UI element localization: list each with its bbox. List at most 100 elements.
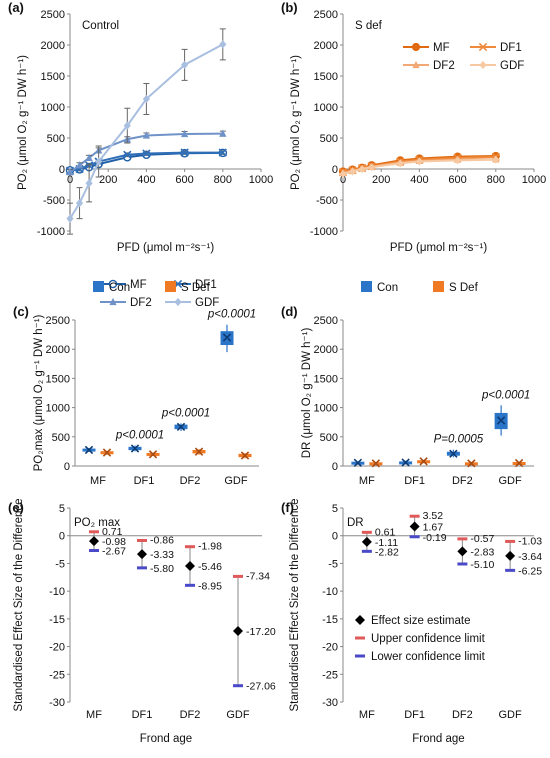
- lower-limit-mark: [361, 549, 372, 553]
- upper-value-label: -7.34: [246, 570, 270, 582]
- estimate-value-label: -3.64: [518, 551, 542, 563]
- legend-marker: [109, 297, 117, 306]
- y-tick-label: 0: [332, 461, 338, 473]
- y-tick-label: 1000: [314, 403, 338, 415]
- x-tick-label: MF: [86, 709, 102, 721]
- y-tick-label: 2500: [46, 315, 70, 327]
- y-tick-label: 2000: [314, 344, 338, 356]
- upper-limit-mark: [505, 539, 516, 543]
- lower-value-label: -5.80: [150, 563, 174, 575]
- legend-label: S Def: [449, 282, 479, 294]
- y-tick-label: -10: [322, 586, 338, 598]
- upper-limit-mark: [233, 574, 243, 578]
- data-point: [219, 40, 227, 49]
- significance-label: p<0.0001: [481, 389, 530, 401]
- data-point: [358, 164, 366, 174]
- lower-limit-mark: [89, 549, 99, 553]
- x-tick-label: GDF: [499, 475, 523, 487]
- legend: Effect size estimate Upper confidence lim…: [355, 615, 486, 663]
- y-tick-label: 1500: [314, 373, 338, 385]
- y-axis-label: Standardised Effect Size of the Differen…: [13, 498, 25, 711]
- x-tick-label: 600: [448, 174, 466, 186]
- x-tick-label: DF2: [180, 709, 201, 721]
- x-tick-label: 200: [99, 174, 117, 186]
- median-mark: [194, 447, 204, 456]
- x-tick-label: DF2: [452, 709, 473, 721]
- panel-e: (e) PO₂ max -30 -25 -20 -15 -10 -5 0 5 MF DF1 DF2 GDF…: [8, 498, 276, 745]
- series-GDF: [66, 28, 227, 235]
- x-tick-label: MF: [359, 709, 375, 721]
- y-tick-label: -15: [49, 614, 65, 626]
- panel-title: S def: [355, 20, 383, 32]
- panel-title: PO₂ max: [74, 517, 120, 529]
- legend-label: DF2: [433, 60, 455, 72]
- x-tick-label: GDF: [224, 475, 248, 487]
- x-tick-label: 0: [340, 174, 346, 186]
- lower-limit-mark: [505, 568, 516, 572]
- x-tick-label: DF1: [134, 475, 155, 487]
- y-tick-label: -1000: [310, 226, 338, 238]
- upper-value-label: -1.03: [518, 535, 542, 547]
- panel-a: (a)Control-1000-500050010001500200025000…: [8, 0, 273, 309]
- effect-estimate-mark: [137, 549, 147, 560]
- data-point: [219, 129, 227, 137]
- y-tick-label: 1000: [314, 102, 338, 114]
- significance-label: P=0.0005: [434, 434, 484, 446]
- y-tick-label: -20: [322, 642, 338, 654]
- panel-label: (e): [8, 500, 24, 515]
- upper-limit-mark: [89, 530, 99, 534]
- effect-estimate-mark: [185, 560, 195, 571]
- legend-label: Con: [377, 282, 398, 294]
- y-tick-label: 1500: [314, 71, 338, 83]
- x-tick-label: GDF: [499, 709, 523, 721]
- data-point: [75, 161, 84, 169]
- effect-DF1: 3.521.67-0.19: [409, 510, 447, 544]
- y-tick-label: 2000: [41, 40, 65, 52]
- significance-label: p<0.0001: [161, 407, 210, 419]
- legend-marker: [411, 42, 421, 52]
- y-tick-label: -30: [322, 697, 338, 709]
- panel-label: (b): [281, 0, 298, 15]
- legend: MF DF1 DF2 GDF: [403, 42, 524, 72]
- x-tick-label: DF2: [452, 475, 473, 487]
- median-mark: [176, 422, 186, 432]
- lower-value-label: -2.67: [102, 546, 126, 558]
- effect-estimate-mark: [457, 546, 468, 557]
- data-point: [142, 94, 150, 104]
- x-tick-label: MF: [359, 475, 375, 487]
- data-point: [123, 121, 131, 130]
- y-tick-label: 2500: [41, 9, 65, 21]
- effect-estimate-mark: [409, 521, 420, 532]
- y-tick-label: 0: [332, 164, 338, 176]
- y-tick-label: -5: [55, 558, 65, 570]
- x-tick-label: 0: [67, 174, 73, 186]
- x-tick-label: 800: [487, 174, 505, 186]
- y-tick-label: 1500: [46, 373, 70, 385]
- y-tick-label: 5: [332, 503, 338, 515]
- y-tick-label: 500: [52, 432, 70, 444]
- y-axis-label: PO₂ (μmol O₂ g⁻¹ DW h⁻¹): [290, 55, 302, 190]
- median-mark: [102, 448, 112, 457]
- data-point: [85, 153, 93, 161]
- legend-label: DF1: [195, 279, 217, 291]
- series-Con: [82, 324, 234, 455]
- legend-marker: [174, 297, 182, 307]
- y-axis-label: Standardised Effect Size of the Differen…: [289, 498, 301, 711]
- data-point: [66, 168, 74, 176]
- legend-label: Lower confidence limit: [371, 651, 486, 663]
- x-tick-label: 200: [372, 174, 390, 186]
- y-tick-label: 1000: [41, 102, 65, 114]
- y-tick-label: 0: [59, 531, 65, 543]
- legend-swatch: [361, 281, 372, 292]
- y-tick-label: 2000: [46, 344, 70, 356]
- panel-d: (d) 0 500 1000 1500 2000 2500 MF DF1 DF2 GDF DR (μm…: [281, 281, 534, 487]
- median-mark: [449, 449, 458, 458]
- effect-DF2: -1.98 -5.46 -8.95: [185, 541, 222, 592]
- legend-label: DF2: [130, 297, 152, 309]
- estimate-value-label: 1.67: [423, 521, 444, 533]
- y-tick-label: -25: [49, 669, 65, 681]
- y-tick-label: 0: [59, 164, 65, 176]
- data-point: [339, 169, 347, 179]
- data-point: [95, 157, 103, 166]
- x-tick-label: 1000: [522, 174, 546, 186]
